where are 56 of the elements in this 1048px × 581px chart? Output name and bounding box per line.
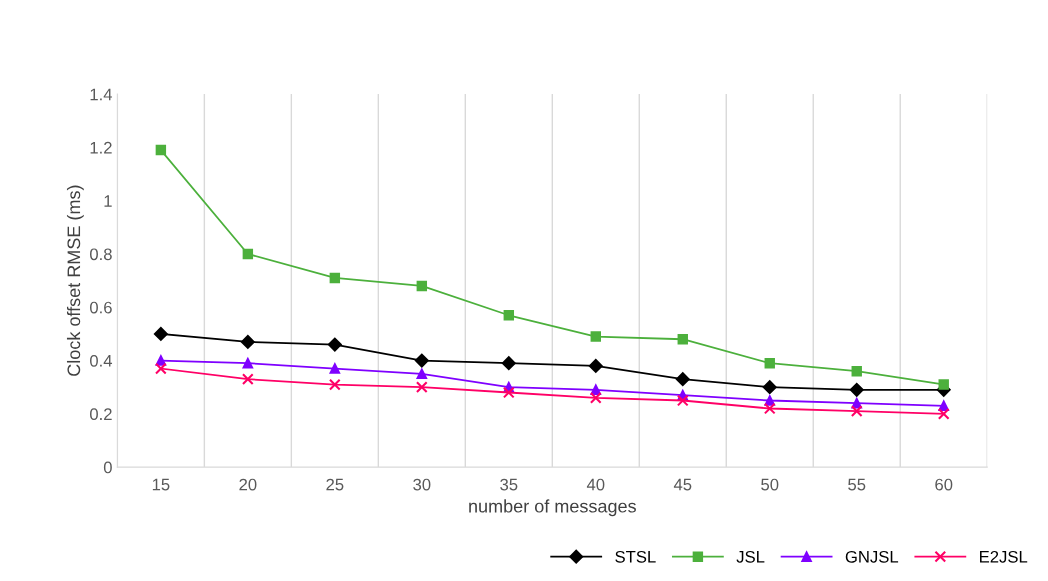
x-tick-label: 60 [935, 478, 953, 491]
point [329, 272, 341, 284]
point [501, 356, 516, 371]
point [937, 407, 950, 420]
point [850, 405, 863, 418]
point [851, 366, 862, 377]
legend-label: E2JSL [980, 550, 1028, 563]
point [328, 378, 341, 391]
point [155, 355, 167, 366]
point [763, 402, 776, 415]
y-tick-label: 0.6 [90, 301, 112, 314]
x-tick-label: 50 [761, 478, 779, 491]
y-tick-label: 0 [103, 461, 112, 474]
point [588, 358, 603, 373]
point [415, 381, 428, 394]
legend-label: GNJSL [845, 550, 899, 563]
point [240, 334, 255, 349]
point [154, 362, 167, 375]
point [762, 380, 777, 395]
point [677, 334, 688, 345]
legend-label: JSL [736, 550, 765, 563]
point [590, 331, 601, 342]
point [849, 382, 864, 397]
y-tick-label: 1 [104, 195, 112, 207]
x-tick-label: 15 [152, 478, 170, 491]
y-tick-label: 0.2 [90, 408, 112, 421]
point [676, 394, 689, 407]
x-tick-label: 40 [586, 478, 605, 491]
point [329, 363, 341, 374]
point [242, 248, 254, 260]
y-axis-title: Clock offset RMSE (ms) [66, 185, 84, 376]
point [675, 372, 690, 387]
point [764, 358, 775, 369]
point [502, 386, 515, 399]
point [155, 144, 167, 156]
y-tick-label: 0.4 [90, 354, 113, 367]
x-tick-label: 30 [413, 478, 431, 491]
point [153, 326, 168, 341]
point [241, 373, 254, 386]
point [503, 310, 515, 321]
x-tick-label: 25 [326, 478, 344, 491]
y-tick-label: 1.4 [90, 88, 113, 101]
y-tick-label: 0.8 [90, 248, 112, 261]
x-tick-label: 35 [500, 478, 518, 491]
x-tick-label: 55 [848, 478, 866, 491]
point [416, 280, 428, 292]
legend-label: STSL [615, 550, 656, 563]
x-tick-label: 20 [239, 478, 257, 491]
x-tick-label: 45 [673, 478, 692, 491]
point [589, 391, 602, 404]
point [416, 368, 428, 380]
x-axis-title: number of messages [469, 499, 636, 517]
point [327, 337, 342, 352]
point [938, 379, 949, 390]
point [414, 353, 429, 368]
y-tick-label: 1.2 [90, 141, 112, 154]
